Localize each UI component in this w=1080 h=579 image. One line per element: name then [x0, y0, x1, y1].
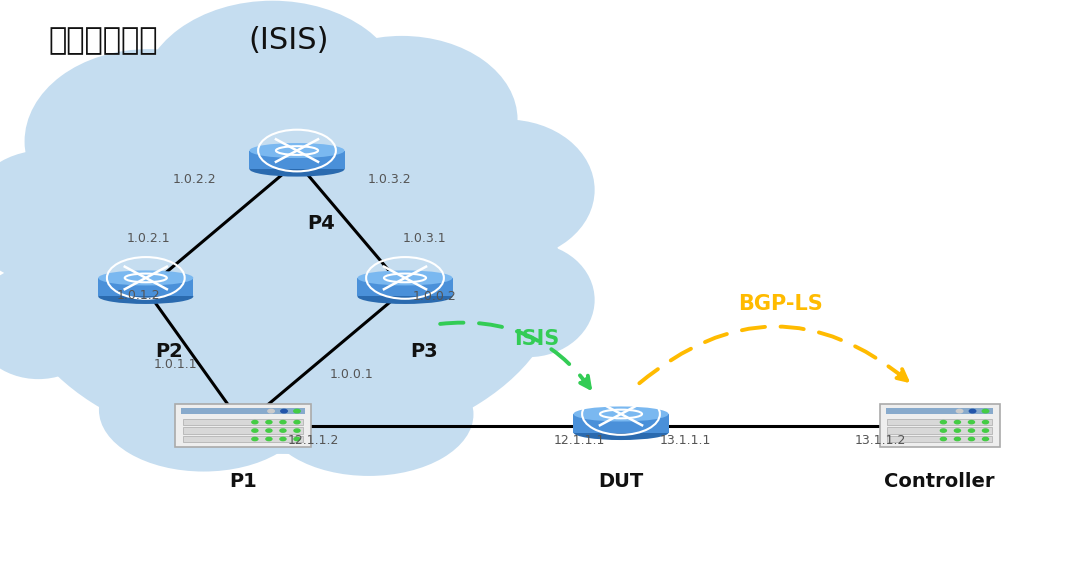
Text: P3: P3	[410, 342, 438, 361]
Circle shape	[941, 437, 946, 441]
Ellipse shape	[418, 119, 595, 261]
Ellipse shape	[249, 162, 345, 177]
Circle shape	[281, 409, 287, 413]
Text: 13.1.1.2: 13.1.1.2	[854, 434, 906, 447]
FancyBboxPatch shape	[181, 408, 305, 414]
FancyBboxPatch shape	[888, 435, 993, 442]
Text: 1.0.0.1: 1.0.0.1	[329, 368, 374, 380]
FancyBboxPatch shape	[886, 408, 994, 414]
Circle shape	[957, 409, 963, 413]
Circle shape	[294, 429, 300, 432]
Circle shape	[280, 429, 286, 432]
Circle shape	[983, 429, 988, 432]
Text: 12.1.1.2: 12.1.1.2	[287, 434, 339, 447]
Ellipse shape	[462, 243, 595, 357]
Circle shape	[941, 420, 946, 424]
FancyBboxPatch shape	[888, 419, 993, 426]
Circle shape	[294, 437, 300, 441]
Circle shape	[941, 429, 946, 432]
Ellipse shape	[265, 353, 473, 476]
Ellipse shape	[99, 349, 308, 471]
Text: 13.1.1.1: 13.1.1.1	[660, 434, 712, 447]
FancyBboxPatch shape	[888, 427, 993, 434]
Text: 1.0.3.1: 1.0.3.1	[403, 232, 446, 244]
Ellipse shape	[573, 406, 669, 422]
FancyBboxPatch shape	[183, 427, 303, 434]
Text: 1.0.1.2: 1.0.1.2	[117, 289, 160, 302]
FancyArrowPatch shape	[441, 323, 590, 388]
Circle shape	[280, 420, 286, 424]
Text: 1.0.3.2: 1.0.3.2	[367, 174, 410, 186]
Ellipse shape	[357, 270, 453, 285]
Circle shape	[969, 420, 974, 424]
Ellipse shape	[25, 49, 272, 234]
Circle shape	[970, 409, 976, 413]
Circle shape	[983, 420, 988, 424]
FancyBboxPatch shape	[183, 419, 303, 426]
Circle shape	[252, 429, 258, 432]
Circle shape	[955, 429, 960, 432]
Ellipse shape	[0, 151, 121, 283]
Ellipse shape	[11, 102, 562, 454]
Circle shape	[266, 420, 272, 424]
Text: (ISIS): (ISIS)	[248, 26, 329, 55]
Text: P2: P2	[156, 342, 184, 361]
FancyBboxPatch shape	[573, 414, 669, 433]
Ellipse shape	[98, 270, 193, 285]
Ellipse shape	[249, 143, 345, 158]
Text: BGP-LS: BGP-LS	[739, 294, 823, 314]
Text: P4: P4	[307, 214, 335, 233]
Circle shape	[983, 437, 988, 441]
FancyBboxPatch shape	[879, 404, 1000, 447]
Text: 1.0.2.1: 1.0.2.1	[127, 232, 171, 244]
FancyBboxPatch shape	[183, 435, 303, 442]
Circle shape	[266, 429, 272, 432]
Circle shape	[252, 437, 258, 441]
Circle shape	[294, 409, 300, 413]
Circle shape	[969, 429, 974, 432]
Ellipse shape	[0, 265, 105, 379]
Text: P1: P1	[229, 472, 257, 491]
Text: ISIS: ISIS	[514, 329, 559, 349]
Circle shape	[955, 437, 960, 441]
Text: 1.0.2.2: 1.0.2.2	[173, 174, 216, 186]
Ellipse shape	[286, 36, 517, 203]
FancyArrowPatch shape	[639, 327, 907, 383]
Circle shape	[266, 437, 272, 441]
Ellipse shape	[573, 425, 669, 440]
Text: 模拟网络拓扑: 模拟网络拓扑	[49, 26, 158, 55]
Text: DUT: DUT	[598, 472, 644, 491]
Text: Controller: Controller	[885, 472, 995, 491]
Text: 12.1.1.1: 12.1.1.1	[553, 434, 605, 447]
Ellipse shape	[357, 289, 453, 304]
FancyBboxPatch shape	[175, 404, 311, 447]
Text: 1.0.0.2: 1.0.0.2	[413, 290, 457, 303]
Circle shape	[268, 409, 274, 413]
Text: 1.0.1.1: 1.0.1.1	[154, 358, 198, 371]
Circle shape	[280, 437, 286, 441]
Circle shape	[294, 420, 300, 424]
Circle shape	[983, 409, 989, 413]
Circle shape	[969, 437, 974, 441]
FancyBboxPatch shape	[357, 278, 453, 296]
FancyBboxPatch shape	[98, 278, 193, 296]
Ellipse shape	[140, 1, 405, 195]
FancyBboxPatch shape	[249, 151, 345, 169]
Ellipse shape	[98, 289, 193, 304]
Circle shape	[252, 420, 258, 424]
Circle shape	[955, 420, 960, 424]
